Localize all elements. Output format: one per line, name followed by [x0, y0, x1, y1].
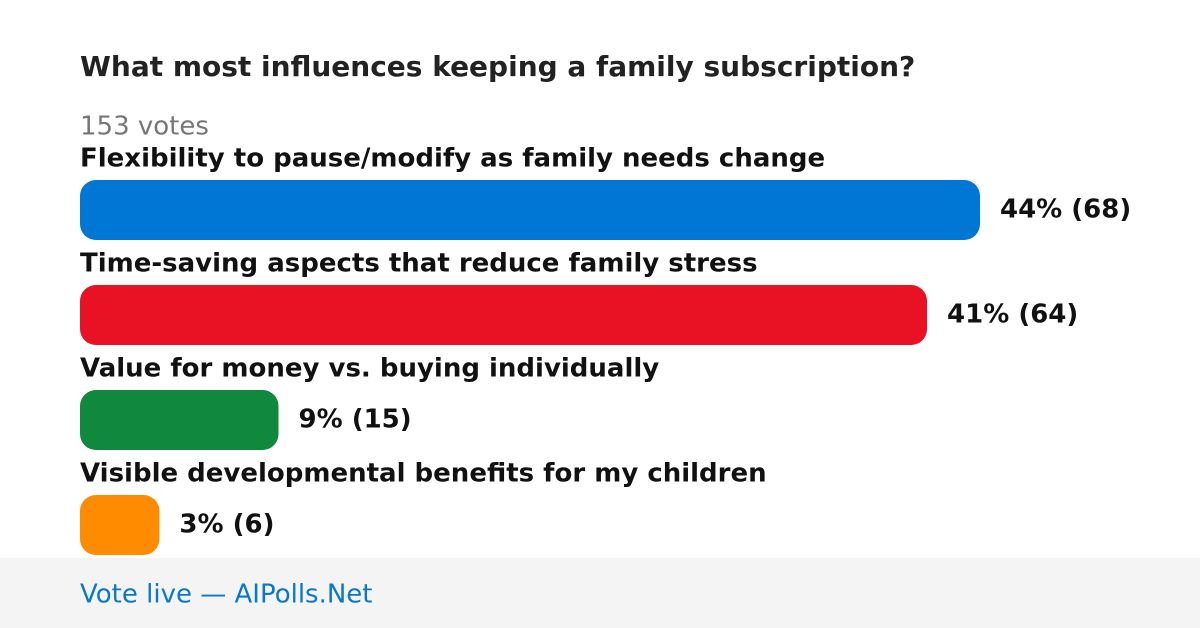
value-label: 44% (68): [1000, 195, 1131, 225]
bar: [80, 285, 928, 345]
poll-title: What most influences keeping a family su…: [80, 50, 915, 83]
bar: [80, 390, 279, 450]
value-label: 9% (15): [299, 405, 412, 435]
option-label: Visible developmental benefits for my ch…: [80, 459, 767, 489]
bar: [80, 180, 980, 240]
vote-count: 153 votes: [80, 112, 209, 142]
footer-band: [0, 558, 1200, 628]
option-label: Time-saving aspects that reduce family s…: [80, 249, 758, 279]
bar: [80, 495, 160, 555]
option-label: Flexibility to pause/modify as family ne…: [80, 144, 825, 174]
footer-link[interactable]: Vote live — AIPolls.Net: [80, 580, 373, 610]
value-label: 3% (6): [179, 510, 274, 540]
value-label: 41% (64): [947, 300, 1078, 330]
option-label: Value for money vs. buying individually: [80, 354, 659, 384]
